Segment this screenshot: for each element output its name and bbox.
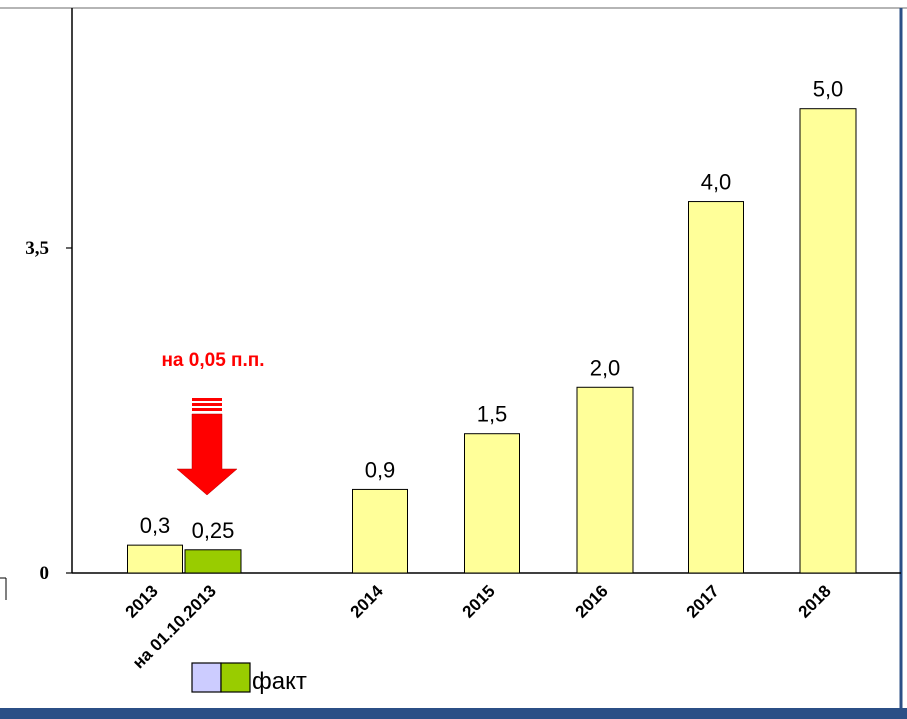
- x-tick-label: 2017: [683, 581, 723, 621]
- legend-swatch-fact: [220, 662, 251, 693]
- bar-value-label: 0,3: [140, 513, 171, 538]
- legend-label-fact: факт: [252, 668, 307, 695]
- bar-2013: [127, 544, 183, 574]
- annotation-text: на 0,05 п.п.: [161, 350, 264, 371]
- bar-2018: [799, 108, 857, 574]
- x-tick-label: 2014: [347, 581, 388, 622]
- bar-value-label: 5,0: [813, 77, 844, 102]
- x-tick-label: 2016: [572, 581, 612, 621]
- x-tick-label: 2018: [795, 581, 835, 621]
- bar-value-label: 0,25: [192, 518, 235, 543]
- bottom-accent-bar: [0, 708, 907, 719]
- bar-value-label: 1,5: [477, 402, 508, 427]
- y-tick-label: 0: [40, 563, 50, 584]
- y-axis-ticks: 03,5: [25, 238, 72, 584]
- bar-на-01-10-2013: [184, 549, 242, 574]
- bar-data-labels: 0,3 0,25 0,9 1,5 2,0 4,0 5,0: [140, 77, 844, 543]
- bar-value-label: 0,9: [365, 457, 396, 482]
- bars: [127, 108, 857, 574]
- x-tick-label: 2015: [459, 581, 499, 621]
- legend-swatch-plan: [191, 662, 222, 693]
- bar-2014: [352, 488, 408, 574]
- legend: факт: [191, 662, 307, 695]
- bar-2015: [464, 433, 520, 574]
- x-tick-label: 2013: [122, 581, 162, 621]
- bar-2016: [576, 386, 634, 574]
- bar-2017: [688, 201, 744, 574]
- y-tick-label: 3,5: [25, 238, 49, 259]
- bar-value-label: 2,0: [590, 355, 621, 380]
- bar-value-label: 4,0: [701, 170, 732, 195]
- down-arrow-icon: [176, 398, 238, 496]
